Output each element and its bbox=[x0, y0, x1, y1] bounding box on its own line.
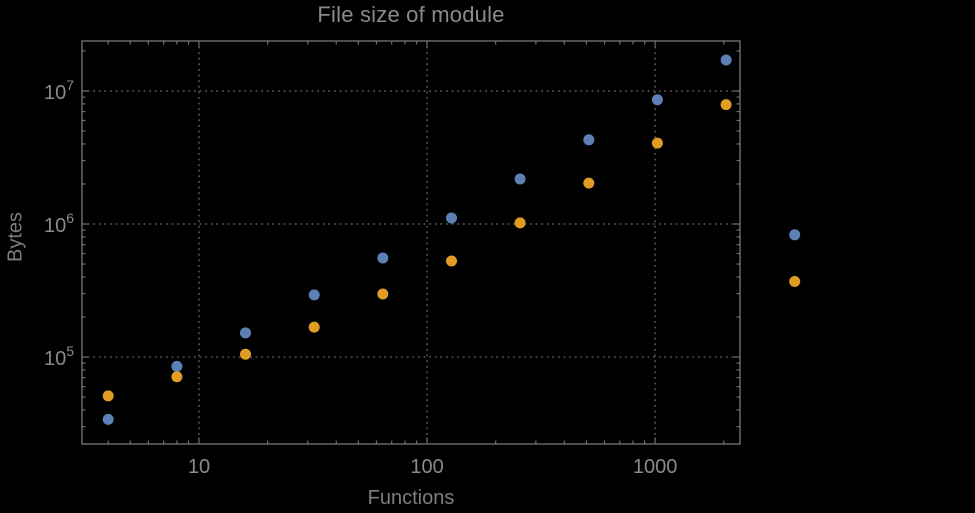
axis-ticks bbox=[82, 41, 740, 444]
data-points-series-orange bbox=[102, 99, 801, 402]
data-point bbox=[789, 276, 801, 287]
data-point bbox=[102, 390, 114, 402]
x-axis-label: Functions bbox=[367, 487, 455, 509]
data-point bbox=[240, 348, 251, 360]
data-point bbox=[583, 134, 595, 146]
data-point bbox=[789, 229, 801, 241]
data-point bbox=[651, 137, 663, 149]
data-point bbox=[446, 212, 457, 224]
data-point bbox=[720, 99, 732, 111]
data-point bbox=[102, 413, 114, 425]
data-point bbox=[308, 289, 320, 301]
data-point bbox=[308, 321, 320, 333]
gridlines bbox=[82, 41, 740, 444]
data-points-series-blue bbox=[102, 54, 801, 425]
y-tick-label: 105 bbox=[44, 343, 74, 370]
data-point bbox=[514, 217, 526, 229]
data-point bbox=[651, 94, 663, 106]
data-point bbox=[171, 371, 183, 383]
data-point bbox=[720, 54, 732, 66]
data-point bbox=[446, 255, 457, 267]
data-point bbox=[377, 252, 389, 264]
data-point bbox=[171, 360, 183, 372]
chart-title: File size of module bbox=[317, 2, 505, 27]
data-point bbox=[240, 327, 251, 339]
plot-frame bbox=[81, 40, 741, 445]
y-tick-label: 107 bbox=[44, 77, 74, 104]
data-point bbox=[514, 173, 526, 185]
data-point bbox=[377, 288, 389, 300]
x-tick-label: 100 bbox=[410, 456, 443, 478]
tick-labels: 10 100 1000 105 106 107 bbox=[44, 77, 677, 478]
x-tick-label: 10 bbox=[188, 456, 210, 478]
data-point bbox=[583, 177, 595, 189]
y-axis-label: Bytes bbox=[4, 211, 27, 263]
y-tick-label: 106 bbox=[44, 210, 74, 237]
x-tick-label: 1000 bbox=[633, 456, 678, 478]
